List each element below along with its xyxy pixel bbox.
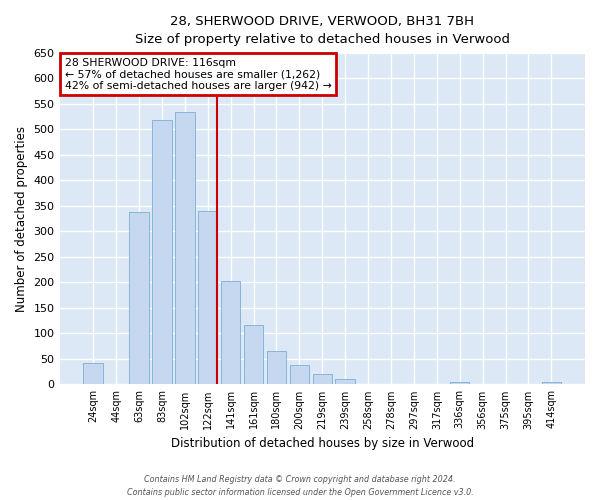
Bar — [335, 379, 355, 384]
Bar — [129, 212, 149, 384]
Bar — [267, 352, 286, 384]
Bar — [152, 120, 172, 384]
Bar — [290, 365, 309, 384]
Text: Contains HM Land Registry data © Crown copyright and database right 2024.
Contai: Contains HM Land Registry data © Crown c… — [127, 475, 473, 497]
Bar — [175, 112, 194, 384]
Bar — [221, 281, 241, 384]
Title: 28, SHERWOOD DRIVE, VERWOOD, BH31 7BH
Size of property relative to detached hous: 28, SHERWOOD DRIVE, VERWOOD, BH31 7BH Si… — [135, 15, 510, 46]
Bar — [313, 374, 332, 384]
Y-axis label: Number of detached properties: Number of detached properties — [15, 126, 28, 312]
Bar — [244, 324, 263, 384]
Bar — [542, 382, 561, 384]
Text: 28 SHERWOOD DRIVE: 116sqm
← 57% of detached houses are smaller (1,262)
42% of se: 28 SHERWOOD DRIVE: 116sqm ← 57% of detac… — [65, 58, 332, 91]
Bar — [450, 382, 469, 384]
X-axis label: Distribution of detached houses by size in Verwood: Distribution of detached houses by size … — [171, 437, 474, 450]
Bar — [83, 363, 103, 384]
Bar — [198, 211, 217, 384]
